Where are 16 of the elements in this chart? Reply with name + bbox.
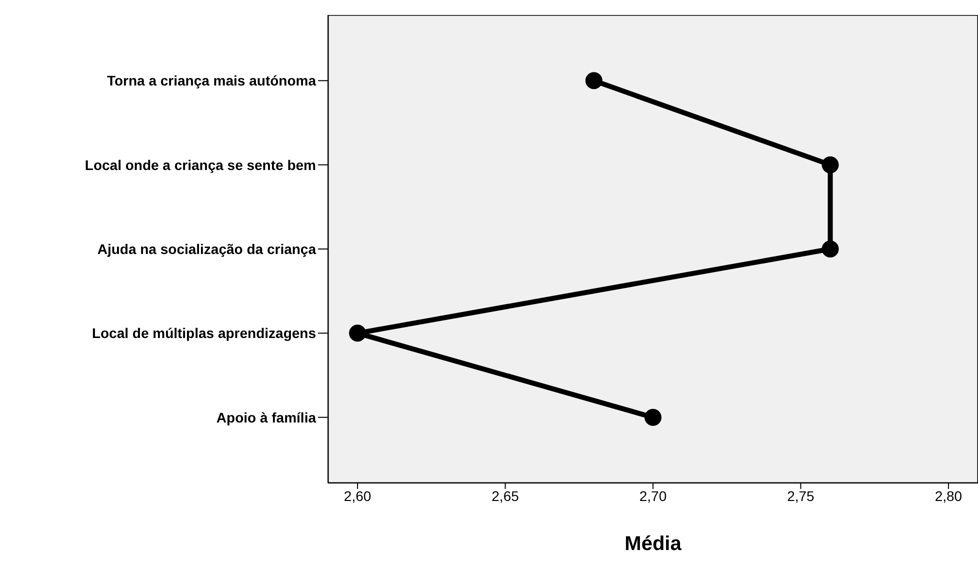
x-tick-label: 2,65 — [492, 488, 520, 504]
point — [349, 324, 366, 342]
y-tick-label: Ajuda na socialização da criança — [97, 240, 316, 257]
x-tick-label: 2,80 — [934, 488, 962, 504]
y-tick-label: Torna a criança mais autónoma — [106, 72, 316, 89]
y-tick-label: Local onde a criança se sente bem — [84, 156, 316, 173]
point — [585, 72, 602, 90]
x-tick-label: 2,60 — [344, 488, 372, 504]
point — [822, 156, 839, 174]
y-tick-label: Local de múltiplas aprendizagens — [92, 325, 316, 342]
point — [644, 408, 662, 426]
x-tick-label: 2,75 — [787, 488, 815, 504]
point — [822, 240, 839, 258]
x-axis-title: Média — [624, 533, 682, 555]
y-tick-label: Apoio à família — [216, 409, 316, 426]
x-tick-label: 2,70 — [639, 488, 667, 504]
